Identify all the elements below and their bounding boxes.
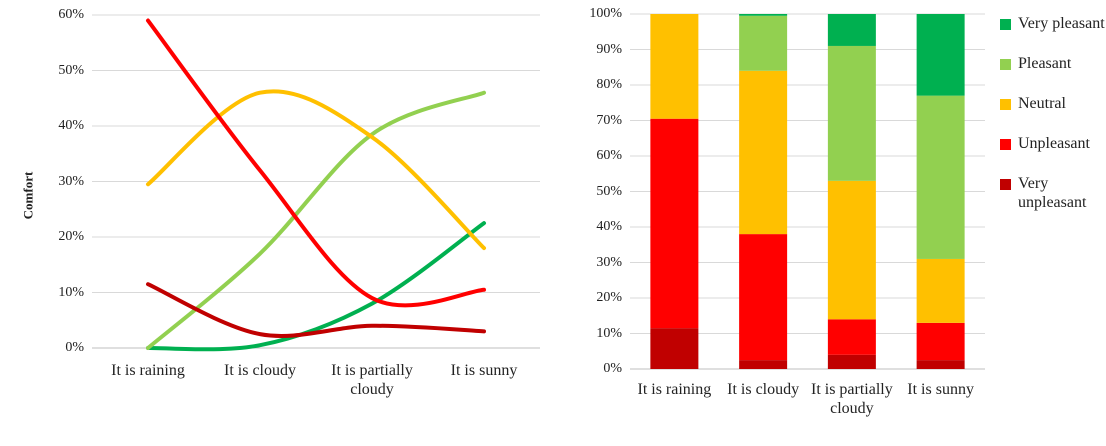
bar-segment <box>650 14 699 119</box>
x-tick-label: It is cloudy <box>727 381 800 398</box>
y-tick-label: 10% <box>58 284 84 300</box>
y-tick-label: 50% <box>596 183 622 199</box>
bar-segment <box>739 234 788 361</box>
x-tick-label: It is partially cloudy <box>331 362 413 398</box>
legend-label: Neutral <box>1018 95 1066 112</box>
x-tick-label: It is partially cloudy <box>810 381 893 417</box>
x-tick-label: It is sunny <box>907 381 974 398</box>
bar-segment <box>650 118 699 329</box>
line-series <box>146 282 486 338</box>
y-tick-label: 90% <box>596 41 622 57</box>
bar-segment <box>827 354 876 369</box>
bar-segment <box>916 14 965 96</box>
y-tick-label: 10% <box>596 325 622 341</box>
y-tick-label: 60% <box>596 148 622 163</box>
bar-segment <box>739 360 788 369</box>
bar-segment <box>827 180 876 320</box>
y-tick-label: 20% <box>596 290 622 305</box>
y-tick-label: 100% <box>589 6 622 21</box>
line-series <box>146 221 486 352</box>
legend-label: Unpleasant <box>1018 135 1090 152</box>
legend-label: Pleasant <box>1018 55 1072 72</box>
y-tick-label: 30% <box>596 254 622 270</box>
legend-swatch <box>1000 19 1011 30</box>
y-tick-label: 70% <box>596 112 622 128</box>
bar-segment <box>650 328 699 369</box>
y-axis-label: Comfort <box>20 171 36 220</box>
legend-swatch <box>1000 139 1011 150</box>
x-tick-label: It is sunny <box>450 362 518 379</box>
x-tick-label: It is raining <box>111 362 185 379</box>
bar-segment <box>916 258 965 323</box>
bar-segment <box>827 14 876 46</box>
y-tick-label: 40% <box>58 118 84 133</box>
line-series <box>146 18 486 308</box>
legend-swatch <box>1000 59 1011 70</box>
legend-swatch <box>1000 99 1011 110</box>
y-tick-label: 40% <box>596 219 622 234</box>
y-tick-label: 30% <box>58 173 84 189</box>
y-tick-label: 60% <box>58 7 84 22</box>
x-tick-label: It is raining <box>637 381 712 398</box>
y-tick-label: 80% <box>596 77 622 92</box>
bar-segment <box>827 319 876 355</box>
y-tick-label: 20% <box>58 229 84 244</box>
y-tick-label: 0% <box>603 361 622 376</box>
bar-segment <box>739 70 788 235</box>
line-series <box>146 89 486 251</box>
legend-label: Very pleasant <box>1018 15 1105 32</box>
bar-segment <box>916 322 965 361</box>
y-tick-label: 0% <box>65 340 84 355</box>
bar-segment <box>739 14 788 16</box>
bar-segment <box>739 15 788 71</box>
legend-swatch <box>1000 179 1011 190</box>
bar-segment <box>827 45 876 181</box>
x-tick-label: It is cloudy <box>224 362 296 379</box>
y-tick-label: 50% <box>58 62 84 78</box>
bar-segment <box>916 360 965 369</box>
legend-label: Very unpleasant <box>1018 175 1087 211</box>
bar-segment <box>916 95 965 259</box>
